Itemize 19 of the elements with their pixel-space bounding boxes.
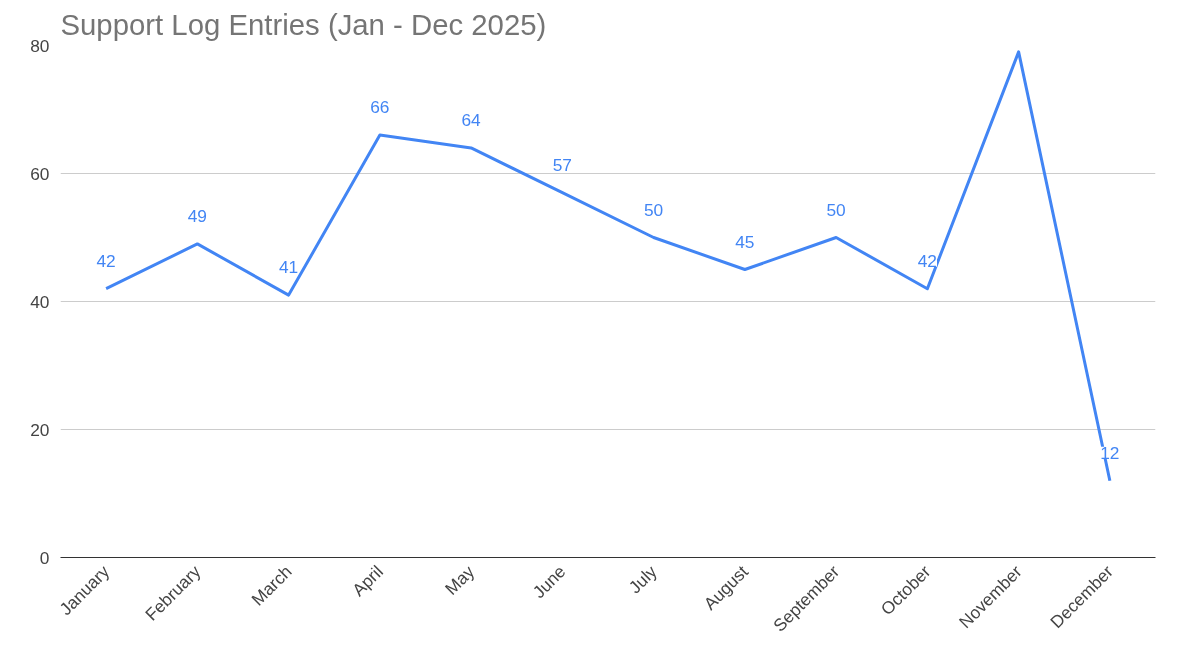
y-tick-label: 60 — [30, 163, 50, 184]
data-label: 64 — [461, 109, 482, 130]
y-tick-label: 80 — [30, 35, 50, 56]
data-label: 42 — [96, 250, 116, 271]
data-label: 66 — [370, 97, 390, 118]
data-label: 57 — [552, 154, 573, 175]
data-label: 49 — [187, 205, 208, 226]
data-label: 42 — [917, 250, 938, 271]
y-tick-label: 20 — [30, 419, 50, 440]
y-tick-label: 0 — [39, 547, 50, 568]
data-label: 50 — [643, 199, 664, 220]
data-label: 50 — [826, 199, 846, 220]
x-tick-label: July — [624, 561, 661, 598]
y-tick-label: 40 — [30, 291, 50, 312]
data-label: 45 — [735, 231, 755, 252]
data-label: 41 — [278, 257, 299, 278]
x-tick-label: May — [440, 561, 479, 599]
data-label: 12 — [1100, 442, 1120, 463]
chart-title: Support Log Entries (Jan - Dec 2025) — [60, 7, 547, 41]
